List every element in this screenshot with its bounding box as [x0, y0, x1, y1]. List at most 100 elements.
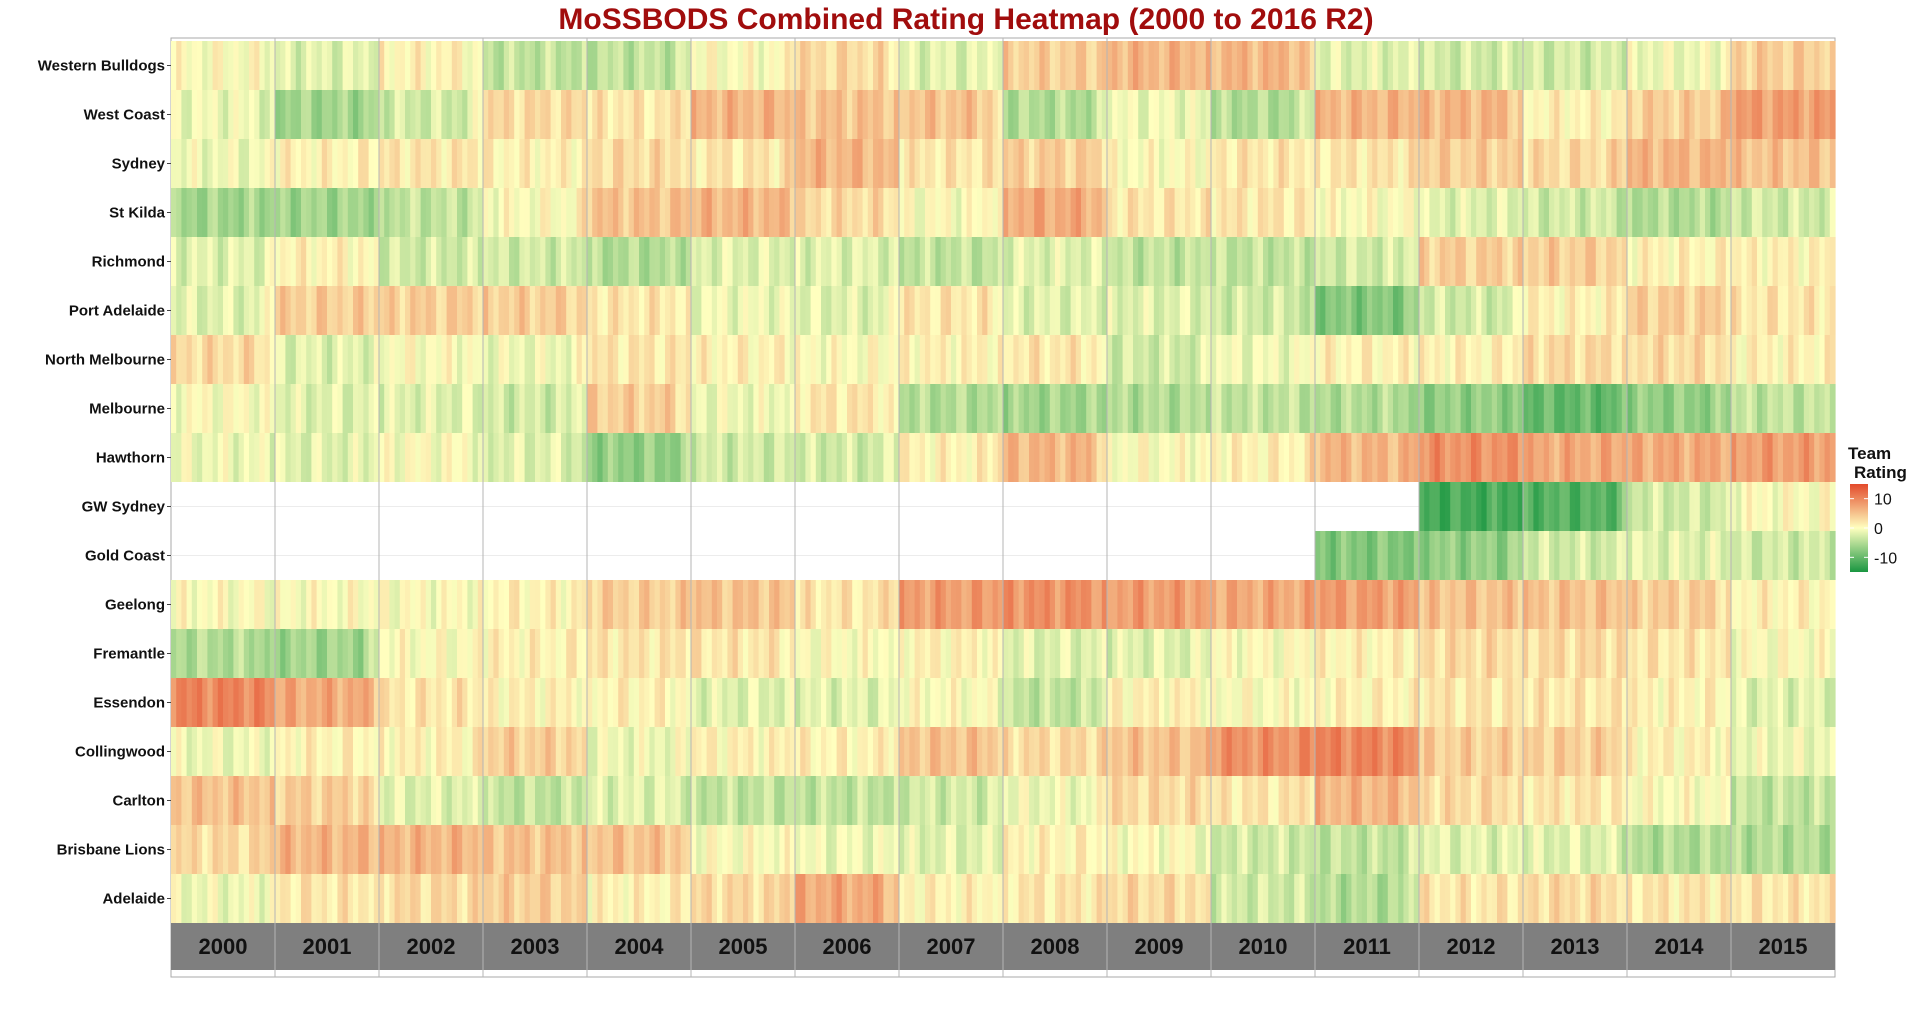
heatmap-subcell [1341, 41, 1347, 90]
heatmap-subcell [1445, 139, 1451, 188]
heatmap-subcell [826, 237, 832, 286]
heatmap-subcell [1232, 629, 1238, 678]
heatmap-subcell [727, 41, 733, 90]
heatmap-subcell [1669, 531, 1675, 580]
heatmap-subcell [1700, 727, 1706, 776]
heatmap-subcell [951, 335, 957, 384]
heatmap-subcell [353, 286, 359, 335]
heatmap-subcell [1674, 237, 1680, 286]
heatmap-subcell [1461, 335, 1467, 384]
heatmap-subcell [1778, 90, 1784, 139]
heatmap-subcell [1507, 580, 1513, 629]
heatmap-subcell [733, 41, 739, 90]
heatmap-subcell [1700, 678, 1706, 727]
heatmap-subcell [1700, 335, 1706, 384]
heatmap-subcell [358, 90, 364, 139]
heatmap-subcell [925, 727, 931, 776]
heatmap-subcell [171, 188, 177, 237]
heatmap-subcell [447, 433, 453, 482]
heatmap-subcell [1559, 531, 1565, 580]
heatmap-subcell [1024, 237, 1030, 286]
heatmap-subcell [1721, 237, 1727, 286]
heatmap-subcell [1601, 727, 1607, 776]
heatmap-subcell [987, 41, 993, 90]
heatmap-subcell [1450, 237, 1456, 286]
heatmap-subcell [623, 678, 629, 727]
heatmap-subcell [1539, 41, 1545, 90]
heatmap-subcell [816, 580, 822, 629]
heatmap-cell [899, 629, 1004, 678]
heatmap-subcell [1435, 90, 1441, 139]
heatmap-subcell [171, 237, 177, 286]
heatmap-subcell [1606, 482, 1612, 531]
heatmap-subcell [1617, 139, 1623, 188]
heatmap-subcell [1377, 41, 1383, 90]
heatmap-subcell [863, 286, 869, 335]
heatmap-cell [1523, 433, 1628, 482]
heatmap-subcell [207, 727, 213, 776]
heatmap-subcell [1331, 286, 1337, 335]
heatmap-subcell [1024, 433, 1030, 482]
heatmap-subcell [249, 41, 255, 90]
heatmap-subcell [561, 727, 567, 776]
heatmap-subcell [1107, 727, 1113, 776]
heatmap-subcell [1544, 41, 1550, 90]
heatmap-subcell [925, 286, 931, 335]
heatmap-subcell [1299, 90, 1305, 139]
heatmap-subcell [987, 237, 993, 286]
heatmap-subcell [280, 727, 286, 776]
heatmap-subcell [327, 335, 333, 384]
heatmap-subcell [733, 678, 739, 727]
heatmap-subcell [1175, 335, 1181, 384]
heatmap-subcell [1409, 335, 1415, 384]
heatmap-subcell [1830, 678, 1836, 727]
heatmap-subcell [603, 335, 609, 384]
heatmap-subcell [1216, 139, 1222, 188]
heatmap-subcell [1258, 678, 1264, 727]
heatmap-subcell [1762, 629, 1768, 678]
heatmap-subcell [1476, 776, 1482, 825]
heatmap-subcell [639, 727, 645, 776]
heatmap-subcell [701, 384, 707, 433]
heatmap-subcell [410, 335, 416, 384]
heatmap-subcell [774, 41, 780, 90]
heatmap-subcell [509, 188, 515, 237]
heatmap-subcell [1305, 433, 1311, 482]
heatmap-subcell [753, 580, 759, 629]
heatmap-subcell [1175, 286, 1181, 335]
heatmap-subcell [1351, 139, 1357, 188]
heatmap-cell [1523, 580, 1628, 629]
heatmap-subcell [1773, 41, 1779, 90]
heatmap-cell [379, 776, 484, 825]
heatmap-subcell [1367, 188, 1373, 237]
heatmap-subcell [743, 580, 749, 629]
heatmap-subcell [1325, 580, 1331, 629]
heatmap-subcell [1289, 629, 1295, 678]
heatmap-subcell [1091, 90, 1097, 139]
heatmap-subcell [1476, 629, 1482, 678]
heatmap-subcell [499, 678, 505, 727]
heatmap-subcell [1627, 41, 1633, 90]
heatmap-subcell [764, 776, 770, 825]
heatmap-subcell [1814, 188, 1820, 237]
heatmap-subcell [852, 580, 858, 629]
heatmap-subcell [795, 188, 801, 237]
heatmap-subcell [239, 237, 245, 286]
heatmap-subcell [566, 384, 572, 433]
heatmap-subcell [1180, 629, 1186, 678]
heatmap-subcell [717, 139, 723, 188]
heatmap-subcell [426, 433, 432, 482]
heatmap-subcell [1065, 139, 1071, 188]
heatmap-subcell [592, 580, 598, 629]
heatmap-subcell [785, 727, 791, 776]
heatmap-subcell [1367, 286, 1373, 335]
heatmap-subcell [587, 580, 593, 629]
heatmap-subcell [1154, 90, 1160, 139]
heatmap-subcell [1539, 678, 1545, 727]
heatmap-subcell [1081, 286, 1087, 335]
heatmap-subcell [181, 727, 187, 776]
heatmap-subcell [1819, 41, 1825, 90]
heatmap-subcell [343, 237, 349, 286]
heatmap-subcell [972, 335, 978, 384]
heatmap-subcell [556, 188, 562, 237]
